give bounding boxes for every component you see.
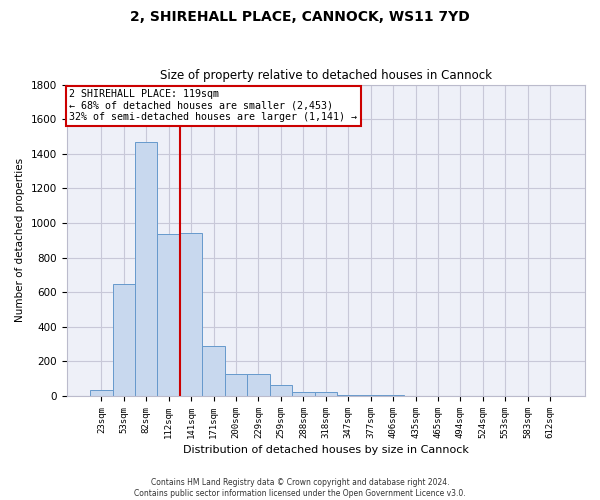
Bar [225, 374, 247, 396]
Bar [269, 386, 292, 396]
Bar [135, 142, 157, 396]
Y-axis label: Number of detached properties: Number of detached properties [15, 158, 25, 322]
Bar [202, 346, 225, 396]
Bar [180, 234, 202, 396]
Text: 2, SHIREHALL PLACE, CANNOCK, WS11 7YD: 2, SHIREHALL PLACE, CANNOCK, WS11 7YD [130, 10, 470, 24]
Bar [157, 234, 180, 396]
Bar [247, 374, 269, 396]
Text: 2 SHIREHALL PLACE: 119sqm
← 68% of detached houses are smaller (2,453)
32% of se: 2 SHIREHALL PLACE: 119sqm ← 68% of detac… [69, 89, 357, 122]
Bar [292, 392, 314, 396]
Bar [90, 390, 113, 396]
Bar [113, 284, 135, 396]
Bar [359, 394, 382, 396]
Bar [314, 392, 337, 396]
Bar [337, 394, 359, 396]
Text: Contains HM Land Registry data © Crown copyright and database right 2024.
Contai: Contains HM Land Registry data © Crown c… [134, 478, 466, 498]
Title: Size of property relative to detached houses in Cannock: Size of property relative to detached ho… [160, 69, 492, 82]
Bar [382, 394, 404, 396]
X-axis label: Distribution of detached houses by size in Cannock: Distribution of detached houses by size … [183, 445, 469, 455]
